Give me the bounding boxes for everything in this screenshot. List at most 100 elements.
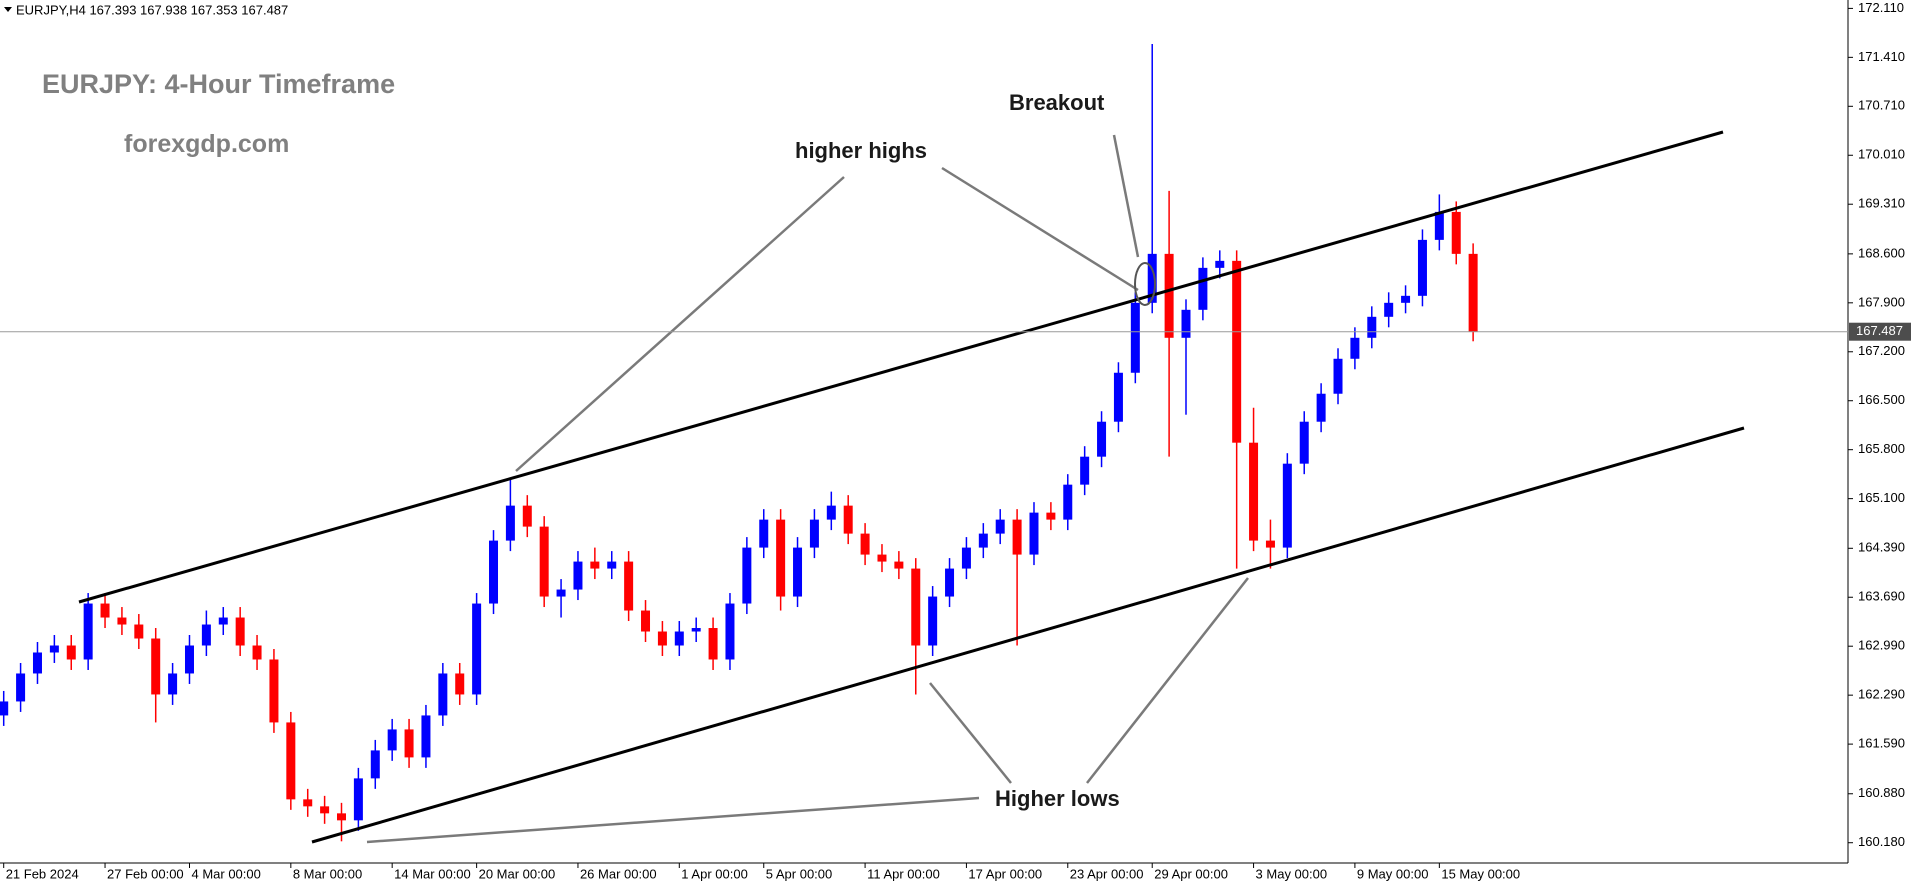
candle-body [1232, 260, 1242, 443]
candle-body [438, 673, 448, 716]
candle-body [624, 561, 634, 611]
x-tick-label: 21 Feb 2024 [6, 866, 79, 881]
candle-body [49, 645, 59, 653]
candle-body [252, 645, 262, 660]
candle-body [1434, 211, 1444, 240]
y-tick-label: 160.880 [1858, 785, 1905, 800]
candle-body [826, 505, 836, 520]
candle-body [556, 589, 566, 597]
candle-body [1012, 519, 1022, 555]
candle-body [387, 729, 397, 751]
candle-body [961, 547, 971, 569]
current-price-box [1849, 322, 1911, 341]
candle-body [505, 505, 515, 541]
candle-body [16, 673, 26, 702]
candle-body [218, 617, 228, 625]
candle-body [1265, 540, 1275, 548]
candle-body [945, 568, 955, 597]
candle-body [573, 561, 583, 590]
candle-body [691, 628, 701, 632]
annotation: Higher lows [995, 786, 1120, 811]
candle-body [1384, 302, 1394, 317]
y-tick-label: 160.180 [1858, 834, 1905, 849]
candle-body [1063, 484, 1073, 520]
upper-trendline [78, 130, 1724, 604]
candle-body [894, 561, 904, 569]
y-tick-label: 170.010 [1858, 147, 1905, 162]
candle-body [708, 628, 718, 660]
chart-title: EURJPY: 4-Hour Timeframe [42, 69, 395, 99]
candle-body [320, 806, 330, 814]
candle-body [1046, 512, 1056, 520]
candle-body [353, 778, 363, 821]
candle-body [1147, 253, 1157, 303]
pointer-line [941, 166, 1139, 292]
candle-body [1097, 421, 1107, 457]
candle-body [657, 631, 667, 646]
candle-body [235, 617, 245, 646]
x-tick-label: 27 Feb 00:00 [107, 866, 184, 881]
current-price-label: 167.487 [1856, 323, 1903, 338]
x-tick-label: 3 May 00:00 [1256, 866, 1328, 881]
candle-body [1282, 463, 1292, 548]
candle-body [995, 519, 1005, 534]
y-tick-label: 171.410 [1858, 49, 1905, 64]
header-arrow [4, 7, 12, 12]
candle-body [83, 603, 93, 660]
candle-body [1198, 267, 1208, 310]
pointer-line [1086, 577, 1249, 784]
candle-body [184, 645, 194, 674]
y-tick-label: 168.600 [1858, 245, 1905, 260]
y-tick-label: 167.900 [1858, 294, 1905, 309]
y-tick-label: 162.990 [1858, 638, 1905, 653]
candle-body [590, 561, 600, 569]
candle-body [303, 799, 313, 807]
candle-body [1299, 421, 1309, 464]
y-tick-label: 170.710 [1858, 98, 1905, 113]
candle-body [134, 624, 144, 639]
annotation-pointers [366, 134, 1249, 844]
candle-body [337, 813, 346, 821]
candle-body [1417, 239, 1427, 296]
candle-body [860, 533, 870, 555]
candle-body [1468, 253, 1478, 332]
candle-body [759, 519, 769, 548]
candle-body [0, 701, 9, 716]
y-tick-label: 165.100 [1858, 490, 1905, 505]
annotation: higher highs [795, 138, 927, 163]
candle-body [117, 617, 127, 625]
candle-body [455, 673, 465, 695]
candle-body [641, 610, 651, 632]
candle-body [1130, 302, 1140, 373]
y-tick-label: 165.800 [1858, 441, 1905, 456]
pointer-line [1112, 134, 1140, 258]
x-tick-label: 20 Mar 00:00 [479, 866, 556, 881]
candle-body [742, 547, 752, 604]
candle-body [776, 519, 786, 597]
y-tick-label: 166.500 [1858, 392, 1905, 407]
x-tick-label: 1 Apr 00:00 [681, 866, 748, 881]
x-tick-label: 5 Apr 00:00 [766, 866, 833, 881]
candle-body [1316, 393, 1326, 422]
x-tick-label: 17 Apr 00:00 [968, 866, 1042, 881]
candle-body [911, 568, 921, 646]
candle-body [286, 722, 296, 800]
candle-body [928, 596, 938, 646]
x-tick-label: 15 May 00:00 [1441, 866, 1520, 881]
candle-body [201, 624, 211, 646]
plot-area [0, 44, 1478, 842]
candle-body [100, 603, 110, 618]
candle-body [1367, 316, 1377, 338]
candle-body [725, 603, 735, 660]
pointer-line [366, 796, 980, 844]
candle-body [674, 631, 684, 646]
candle-body [1249, 442, 1259, 541]
candle-body [421, 715, 431, 758]
y-tick-label: 164.390 [1858, 540, 1905, 555]
candle-body [269, 659, 279, 723]
x-tick-label: 4 Mar 00:00 [191, 866, 260, 881]
candle-body [472, 603, 482, 695]
candle-body [168, 673, 178, 695]
